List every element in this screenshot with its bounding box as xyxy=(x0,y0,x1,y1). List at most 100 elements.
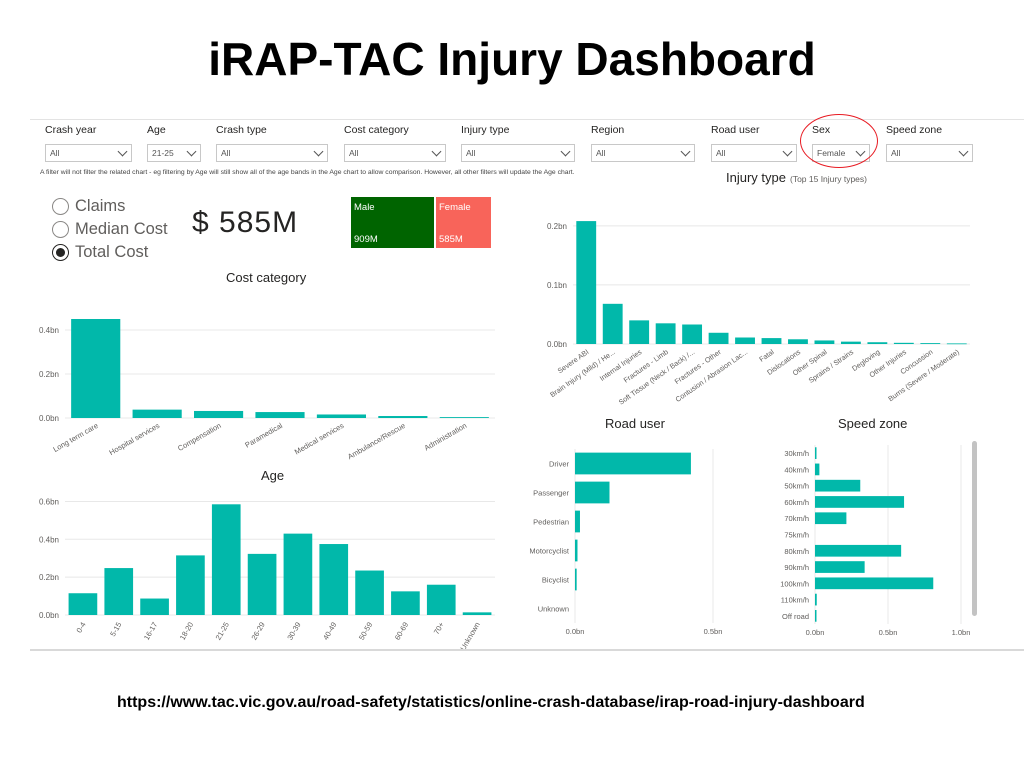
y-tick-label: 40km/h xyxy=(784,465,809,474)
bar-driver[interactable] xyxy=(575,452,691,475)
bar-severe-abi[interactable] xyxy=(576,221,597,344)
speed-zone-scrollbar[interactable] xyxy=(972,441,977,616)
bar-fractures-limb[interactable] xyxy=(655,323,676,344)
bar-40-49[interactable] xyxy=(319,544,349,615)
y-tick-label: 90km/h xyxy=(784,563,809,572)
sex-tile-male[interactable]: Male 909M xyxy=(351,197,434,248)
bar-0-4[interactable] xyxy=(68,593,98,615)
radio-median-cost[interactable]: Median Cost xyxy=(52,218,168,241)
y-tick-label: 0.4bn xyxy=(39,535,59,544)
bar-16-17[interactable] xyxy=(140,598,169,615)
speed-zone-dropdown[interactable]: All xyxy=(886,144,973,162)
bar-90km-h[interactable] xyxy=(815,561,865,573)
bar-21-25[interactable] xyxy=(211,504,241,615)
x-tick-label: Fatal xyxy=(757,347,776,364)
y-tick-label: Passenger xyxy=(533,489,569,498)
dropdown-value: All xyxy=(221,148,231,158)
region-dropdown[interactable]: All xyxy=(591,144,695,162)
y-tick-label: Off road xyxy=(782,612,809,621)
y-tick-label: 0.2bn xyxy=(39,573,59,582)
x-tick-label: 50-59 xyxy=(357,621,374,642)
bar-110km-h[interactable] xyxy=(815,593,817,606)
age-dropdown[interactable]: 21-25 xyxy=(147,144,201,162)
bar-unknown[interactable] xyxy=(462,612,492,615)
filter-note: A filter will not filter the related cha… xyxy=(40,169,575,176)
bar-medical-services[interactable] xyxy=(316,414,366,418)
x-tick-label: 60-69 xyxy=(393,621,410,642)
filter-age: Age 21-25 xyxy=(147,122,201,162)
bar-60-69[interactable] xyxy=(391,591,420,615)
bar-pedestrian[interactable] xyxy=(575,510,580,533)
y-tick-label: 80km/h xyxy=(784,547,809,556)
injury-type-chart-title: Injury type (Top 15 Injury types) xyxy=(726,170,867,185)
crash-type-dropdown[interactable]: All xyxy=(216,144,328,162)
bar-30-39[interactable] xyxy=(283,533,313,615)
y-tick-label: 0.0bn xyxy=(547,340,567,349)
bar-concussion[interactable] xyxy=(920,343,941,344)
bar-motorcyclist[interactable] xyxy=(575,539,578,562)
bar-soft-tissue-neck-back[interactable] xyxy=(682,324,703,345)
bar-30km-h[interactable] xyxy=(815,447,817,459)
bar-other-spinal[interactable] xyxy=(814,340,835,344)
speed-zone-chart-title: Speed zone xyxy=(838,416,908,431)
bar-contusion-abrasion-lac[interactable] xyxy=(735,337,755,345)
bar-5-15[interactable] xyxy=(104,568,134,615)
bar-18-20[interactable] xyxy=(176,555,205,615)
bar-50km-h[interactable] xyxy=(815,479,861,492)
filter-label: Crash type xyxy=(216,124,267,136)
chevron-down-icon xyxy=(782,146,793,157)
dropdown-value: All xyxy=(349,148,359,158)
x-tick-label: Ambulance/Rescue xyxy=(346,421,407,461)
bar-sprains-strains[interactable] xyxy=(840,341,861,344)
bar-hospital-services[interactable] xyxy=(132,409,182,418)
y-tick-label: 75km/h xyxy=(784,531,809,540)
bar-off-road[interactable] xyxy=(815,610,817,622)
radio-total-cost[interactable]: Total Cost xyxy=(52,241,168,264)
injury-type-dropdown[interactable]: All xyxy=(461,144,575,162)
road-user-dropdown[interactable]: All xyxy=(711,144,797,162)
speed-zone-chart: 0.0bn 0.5bn 1.0bn 30km/h 40km/h 50km/h 60km/h 7… xyxy=(766,445,971,645)
bar-compensation[interactable] xyxy=(194,410,244,418)
crash-year-dropdown[interactable]: All xyxy=(45,144,132,162)
sex-tile-female[interactable]: Female 585M xyxy=(436,197,491,248)
bar-50-59[interactable] xyxy=(355,570,384,615)
tile-label: Male xyxy=(354,202,375,213)
x-tick-label: 30-39 xyxy=(285,621,302,642)
dropdown-value: All xyxy=(50,148,60,158)
bar-60km-h[interactable] xyxy=(815,496,905,508)
bar-degloving[interactable] xyxy=(867,342,888,344)
bar-passenger[interactable] xyxy=(575,481,610,504)
bar-other-injuries[interactable] xyxy=(893,342,914,344)
y-tick-label: 0.6bn xyxy=(39,497,59,506)
source-url[interactable]: https://www.tac.vic.gov.au/road-safety/s… xyxy=(117,694,865,711)
x-tick-label: Administration xyxy=(423,421,469,453)
x-tick-label: 40-49 xyxy=(321,621,338,642)
cost-category-dropdown[interactable]: All xyxy=(344,144,446,162)
bar-70km-h[interactable] xyxy=(815,512,847,525)
bar-100km-h[interactable] xyxy=(815,577,934,590)
bar-fatal[interactable] xyxy=(761,338,782,344)
bar-ambulance-rescue[interactable] xyxy=(378,416,428,418)
bar-dislocations[interactable] xyxy=(788,339,808,344)
bar-administration[interactable] xyxy=(439,417,489,418)
speed-zone-svg: 0.0bn 0.5bn 1.0bn 30km/h 40km/h 50km/h 60km/h 7… xyxy=(780,445,970,637)
age-svg: 0.0bn 0.2bn 0.4bn 0.6bn 0-4 5-15 16-17 18-20 21-… xyxy=(39,497,495,652)
bar-brain-injury-mild-he[interactable] xyxy=(602,303,623,344)
bar-40km-h[interactable] xyxy=(815,463,820,476)
bar-fractures-other[interactable] xyxy=(708,332,729,344)
y-tick-label: 70km/h xyxy=(784,514,809,523)
bar-internal-injuries[interactable] xyxy=(629,320,650,344)
tile-value: 585M xyxy=(439,234,463,245)
bar-burns-severe-moderate[interactable] xyxy=(946,343,967,345)
filter-road-user: Road user All xyxy=(711,122,797,162)
bar-80km-h[interactable] xyxy=(815,544,902,557)
radio-claims[interactable]: Claims xyxy=(52,195,168,218)
y-tick-label: 60km/h xyxy=(784,498,809,507)
bar-long-term-care[interactable] xyxy=(71,319,121,418)
bar-26-29[interactable] xyxy=(247,553,277,615)
bar-70[interactable] xyxy=(426,584,456,615)
dropdown-value: All xyxy=(466,148,476,158)
filter-region: Region All xyxy=(591,122,695,162)
bar-bicyclist[interactable] xyxy=(575,568,577,591)
bar-paramedical[interactable] xyxy=(255,412,305,418)
